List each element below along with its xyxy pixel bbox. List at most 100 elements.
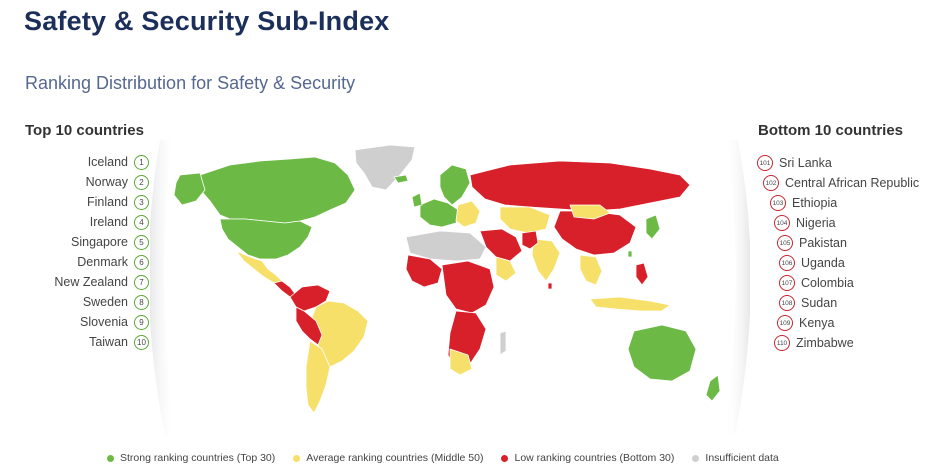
rank-badge: 7	[134, 274, 149, 290]
list-item: 101 Sri Lanka	[757, 153, 919, 173]
legend-item-average: Average ranking countries (Middle 50)	[293, 452, 483, 464]
japan-region	[645, 214, 661, 240]
list-item: Norway 2	[54, 172, 149, 192]
list-item: 109 Kenya	[757, 313, 919, 333]
country-name: Singapore	[71, 235, 128, 249]
rank-badge: 2	[134, 174, 149, 190]
rank-badge: 3	[134, 194, 149, 210]
argentina-chile-region	[305, 340, 331, 414]
indonesia-region	[589, 296, 671, 312]
rank-badge: 103	[770, 195, 786, 211]
pakistan-region	[521, 230, 539, 250]
west-africa-region	[405, 254, 443, 288]
country-name: Slovenia	[80, 315, 128, 329]
country-name: Sri Lanka	[779, 156, 832, 170]
list-item: 103 Ethiopia	[757, 193, 919, 213]
list-item: 107 Colombia	[757, 273, 919, 293]
western-europe-region	[419, 198, 461, 228]
middle-east-region	[479, 228, 523, 262]
country-name: Kenya	[799, 316, 835, 330]
list-item: Denmark 6	[54, 252, 149, 272]
world-map-svg	[148, 140, 751, 435]
arabia-region	[495, 256, 517, 282]
globe-edge-right	[725, 140, 751, 435]
country-name: Ireland	[89, 215, 128, 229]
country-name: Nigeria	[796, 216, 836, 230]
eastern-europe-region	[455, 200, 481, 228]
country-name: New Zealand	[54, 275, 128, 289]
list-item: Finland 3	[54, 192, 149, 212]
country-name: Sudan	[801, 296, 838, 310]
country-name: Iceland	[87, 155, 128, 169]
list-item: 104 Nigeria	[757, 213, 919, 233]
page-title: Safety & Security Sub-Index	[24, 6, 390, 36]
rank-badge: 110	[774, 335, 790, 351]
list-item: 106 Uganda	[757, 253, 919, 273]
legend-label: Insufficient data	[705, 452, 779, 464]
legend-swatch	[692, 454, 700, 462]
page-subtitle: Ranking Distribution for Safety & Securi…	[25, 73, 356, 93]
top10-heading: Top 10 countries	[25, 122, 144, 139]
rank-badge: 1	[134, 154, 149, 170]
rank-badge: 10	[134, 334, 149, 350]
scandinavia-region	[439, 164, 471, 206]
country-name: Zimbabwe	[796, 336, 854, 350]
alaska-region	[173, 172, 206, 206]
rank-badge: 4	[134, 214, 149, 230]
list-item: Ireland 4	[54, 212, 149, 232]
legend-swatch	[293, 454, 301, 462]
north-africa-region	[405, 230, 487, 262]
legend-swatch	[501, 454, 509, 462]
country-name: Finland	[87, 195, 128, 209]
list-item: 105 Pakistan	[757, 233, 919, 253]
rank-badge: 105	[777, 235, 793, 251]
rank-badge: 9	[134, 314, 149, 330]
rank-badge: 107	[779, 275, 795, 291]
rank-badge: 106	[779, 255, 795, 271]
legend-item-low: Low ranking countries (Bottom 30)	[501, 452, 674, 464]
india-region	[531, 238, 561, 282]
rank-badge: 101	[757, 155, 773, 171]
country-name: Norway	[85, 175, 128, 189]
list-item: Singapore 5	[54, 232, 149, 252]
madagascar-region	[499, 330, 507, 356]
rank-badge: 6	[134, 254, 149, 270]
globe-edge-left	[148, 140, 175, 435]
list-item: Sweden 8	[54, 292, 149, 312]
map-legend: Strong ranking countries (Top 30) Averag…	[107, 452, 779, 464]
central-asia-region	[499, 206, 551, 234]
country-name: Denmark	[77, 255, 128, 269]
country-name: Central African Republic	[785, 176, 920, 190]
list-item: Iceland 1	[54, 152, 149, 172]
list-item: 110 Zimbabwe	[757, 333, 919, 353]
legend-swatch	[107, 454, 114, 462]
greenland-region	[354, 144, 416, 191]
sri-lanka-region	[547, 282, 553, 290]
country-name: Colombia	[801, 276, 854, 290]
legend-item-insufficient: Insufficient data	[692, 452, 779, 464]
taiwan-region	[627, 250, 633, 258]
canada-region	[197, 156, 356, 224]
rank-badge: 108	[779, 295, 795, 311]
uk-region	[411, 192, 423, 208]
central-africa-region	[441, 260, 495, 314]
usa-region	[219, 218, 313, 260]
russia-region	[469, 160, 691, 212]
legend-label: Strong ranking countries (Top 30)	[120, 452, 276, 464]
top10-list: Iceland 1 Norway 2 Finland 3 Ireland 4 Singa…	[54, 152, 149, 352]
rank-badge: 5	[134, 234, 149, 250]
legend-label: Low ranking countries (Bottom 30)	[514, 452, 675, 464]
philippines-region	[635, 262, 649, 286]
list-item: 102 Central African Republic	[757, 173, 919, 193]
rank-badge: 102	[763, 175, 779, 191]
australia-region	[627, 324, 697, 382]
south-africa-region	[449, 348, 473, 376]
rank-badge: 8	[134, 294, 149, 310]
rank-badge: 104	[774, 215, 790, 231]
new-zealand-region	[705, 374, 721, 402]
list-item: New Zealand 7	[54, 272, 149, 292]
list-item: Taiwan 10	[54, 332, 149, 352]
china-region	[553, 210, 637, 256]
mongolia-region	[569, 204, 611, 220]
country-name: Taiwan	[89, 335, 128, 349]
